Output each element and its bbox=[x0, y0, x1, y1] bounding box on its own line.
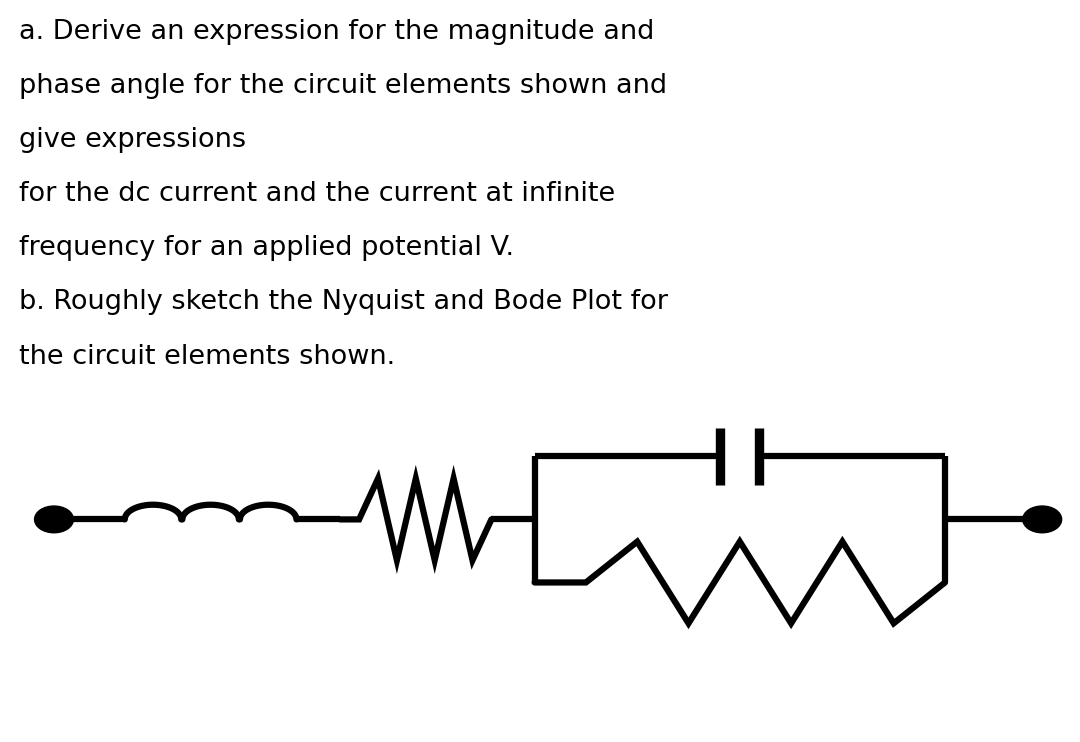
Text: frequency for an applied potential V.: frequency for an applied potential V. bbox=[19, 235, 514, 261]
Circle shape bbox=[35, 506, 73, 533]
Text: a. Derive an expression for the magnitude and: a. Derive an expression for the magnitud… bbox=[19, 19, 654, 45]
Text: the circuit elements shown.: the circuit elements shown. bbox=[19, 344, 395, 370]
Text: give expressions: give expressions bbox=[19, 127, 246, 153]
Text: phase angle for the circuit elements shown and: phase angle for the circuit elements sho… bbox=[19, 73, 667, 99]
Text: for the dc current and the current at infinite: for the dc current and the current at in… bbox=[19, 181, 616, 207]
Text: b. Roughly sketch the Nyquist and Bode Plot for: b. Roughly sketch the Nyquist and Bode P… bbox=[19, 289, 669, 315]
Circle shape bbox=[1023, 506, 1062, 533]
